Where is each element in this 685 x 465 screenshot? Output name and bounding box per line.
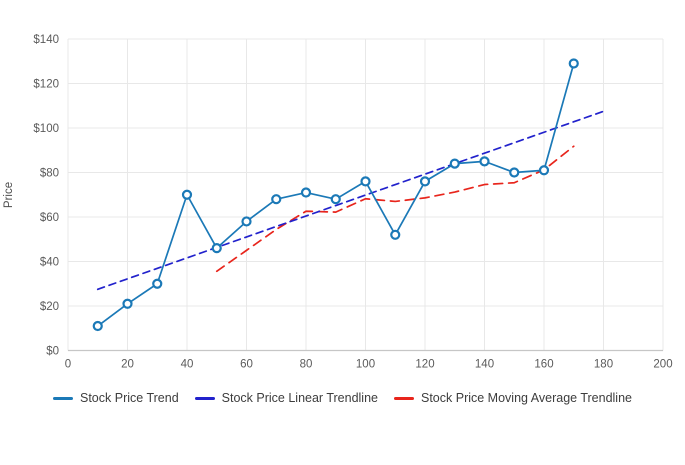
data-point-marker (211, 243, 222, 254)
data-point-marker (509, 167, 520, 178)
series-2 (215, 145, 575, 273)
y-tick-label: $80 (40, 168, 59, 180)
x-tick-label: 200 (653, 359, 672, 371)
legend-swatch-line (394, 396, 414, 400)
y-axis-title: Price (3, 182, 15, 208)
x-tick-label: 180 (594, 359, 613, 371)
legend-item: Stock Price Trend (53, 391, 179, 405)
legend-item: Stock Price Moving Average Trendline (394, 391, 632, 405)
gridlines (67, 38, 664, 351)
y-tick-label: $40 (40, 257, 59, 269)
data-point-marker (122, 298, 133, 309)
legend-label: Stock Price Moving Average Trendline (421, 391, 632, 405)
legend-item: Stock Price Linear Trendline (194, 391, 378, 405)
data-point-marker (330, 194, 341, 205)
x-tick-label: 140 (475, 359, 494, 371)
series-1 (96, 110, 605, 291)
legend-label: Stock Price Linear Trendline (221, 391, 378, 405)
data-point-marker (92, 320, 103, 332)
y-tick-label: $100 (33, 123, 59, 135)
data-point-marker (271, 194, 282, 205)
data-point-marker (479, 156, 490, 167)
x-tick-label: 100 (356, 359, 375, 371)
legend-swatch-line (194, 396, 215, 400)
data-point-marker (360, 176, 371, 187)
legend-label: Stock Price Trend (80, 391, 179, 405)
trendline-path (215, 145, 575, 273)
trendline-path (96, 110, 605, 291)
data-point-marker (241, 216, 252, 227)
x-axis-tick-labels: 0 20 40 60 80 100 120 140 160 180 200 (65, 359, 673, 371)
x-tick-label: 40 (181, 359, 194, 371)
x-tick-label: 120 (415, 359, 434, 371)
data-point-marker (152, 278, 163, 289)
data-point-marker (419, 176, 431, 187)
x-tick-label: 0 (65, 359, 71, 371)
y-tick-label: $60 (40, 212, 59, 224)
legend: Stock Price Trend Stock Price Linear Tren… (0, 391, 685, 405)
x-tick-label: 20 (121, 359, 134, 371)
series-0 (92, 58, 579, 332)
y-tick-label: $0 (46, 346, 59, 358)
y-tick-label: $140 (33, 34, 59, 46)
x-tick-label: 80 (300, 359, 313, 371)
data-point-marker (568, 58, 579, 69)
y-tick-label: $20 (40, 301, 59, 313)
x-tick-label: 160 (534, 359, 553, 371)
data-point-marker (538, 165, 550, 176)
x-tick-label: 60 (240, 359, 253, 371)
data-point-marker (300, 187, 312, 198)
data-point-marker (449, 158, 460, 169)
y-tick-label: $120 (33, 79, 59, 91)
y-axis-tick-labels: $0 $20 $40 $60 $80 $100 $120 $140 (33, 34, 59, 358)
data-point-marker (390, 229, 401, 240)
legend-swatch-line (53, 396, 73, 400)
data-point-marker (181, 189, 193, 200)
